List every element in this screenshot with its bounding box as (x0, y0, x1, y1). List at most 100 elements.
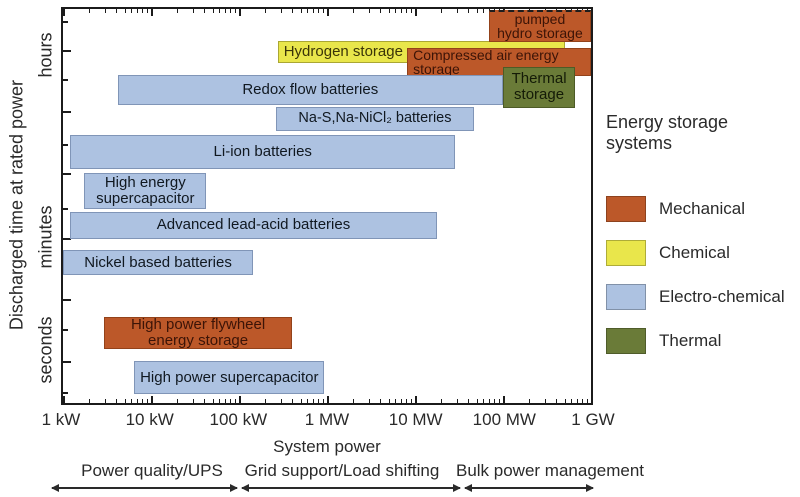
hp-supercap-label: High power supercapacitor (140, 368, 319, 386)
nickel-label: Nickel based batteries (84, 253, 232, 271)
top-axis-minor-tick (234, 9, 236, 13)
bottom-axis-minor-tick (483, 399, 485, 403)
bottom-axis-major-tick (503, 396, 505, 403)
lead-acid-box: Advanced lead-acid batteries (70, 211, 437, 239)
bottom-axis-minor-tick (441, 399, 443, 403)
top-axis-minor-tick (212, 9, 214, 13)
legend-item-electro-chemical: Electro-chemical (606, 284, 798, 310)
bottom-axis-minor-tick (544, 399, 546, 403)
application-range-label-grid-support-load-shifting: Grid support/Load shifting (244, 461, 440, 480)
legend-swatch-electro-chemical (606, 284, 646, 310)
y-axis-title: Discharged time at rated power (6, 79, 27, 331)
legend-label-mechanical: Mechanical (659, 199, 745, 218)
top-axis-minor-tick (483, 9, 485, 13)
top-axis-major-tick (239, 9, 241, 16)
bottom-axis-minor-tick (212, 399, 214, 403)
pumped-hydro-box: pumped hydro storage (488, 10, 591, 42)
top-axis-minor-tick (456, 9, 458, 13)
y-category-label-seconds: seconds (35, 316, 56, 384)
compressed-air-label: Compressed air energy storage (413, 48, 559, 77)
bottom-axis-minor-tick (410, 399, 412, 403)
lead-acid-label: Advanced lead-acid batteries (156, 216, 351, 234)
li-ion-label: Li-ion batteries (213, 142, 312, 160)
bottom-axis-minor-tick (401, 399, 403, 403)
y-axis-major-tick (63, 237, 71, 240)
na-s-box: Na-S,Na-NiCl₂ batteries (275, 107, 474, 131)
application-range-arrow-bulk-power-management (464, 484, 594, 492)
top-axis-minor-tick (203, 9, 205, 13)
bottom-axis-minor-tick (529, 399, 531, 403)
bottom-axis-minor-tick (313, 399, 315, 403)
top-axis-minor-tick (379, 9, 381, 13)
y-axis-major-tick (63, 49, 71, 52)
bottom-axis-minor-tick (564, 399, 566, 403)
legend: Energy storage systems Mechanical Chemica… (606, 112, 798, 372)
y-axis-major-tick (63, 298, 71, 301)
y-category-label-minutes: minutes (35, 205, 56, 269)
top-axis-minor-tick (318, 9, 320, 13)
hydrogen-label: Hydrogen storage (283, 43, 403, 61)
y-axis-minor-tick (63, 328, 68, 331)
y-axis-minor-tick (63, 207, 68, 210)
he-supercap-label: High energy supercapacitor (96, 174, 195, 207)
he-supercap-box: High energy supercapacitor (84, 172, 207, 210)
bottom-axis-major-tick (415, 396, 417, 403)
x-tick-label-1-kw: 1 kW (41, 410, 81, 429)
x-tick-label-1-gw: 1 GW (571, 410, 615, 429)
bottom-axis-minor-tick (265, 399, 267, 403)
top-axis-minor-tick (142, 9, 144, 13)
legend-label-thermal: Thermal (659, 331, 722, 350)
x-tick-label-100-mw: 100 MW (472, 410, 536, 429)
bottom-axis-minor-tick (467, 399, 469, 403)
top-axis-minor-tick (192, 9, 194, 13)
top-axis-minor-tick (104, 9, 106, 13)
bottom-axis-minor-tick (406, 399, 408, 403)
top-axis-minor-tick (406, 9, 408, 13)
li-ion-box: Li-ion batteries (70, 134, 456, 169)
thermal-storage-label: Thermal storage (511, 70, 567, 104)
top-axis-minor-tick (401, 9, 403, 13)
top-axis-minor-tick (265, 9, 267, 13)
flywheel-label: High power flywheel energy storage (130, 316, 266, 349)
top-axis-minor-tick (388, 9, 390, 13)
application-range-label-bulk-power-management: Bulk power management (455, 461, 645, 480)
top-axis-major-tick (63, 9, 65, 16)
top-axis-minor-tick (124, 9, 126, 13)
legend-item-mechanical: Mechanical (606, 196, 798, 222)
bottom-axis-minor-tick (571, 399, 573, 403)
bottom-axis-minor-tick (192, 399, 194, 403)
legend-item-chemical: Chemical (606, 240, 798, 266)
top-axis-major-tick (151, 9, 153, 16)
application-range-arrow-grid-support-load-shifting (241, 484, 461, 492)
top-axis-major-tick (415, 9, 417, 16)
top-axis-minor-tick (146, 9, 148, 13)
redox-flow-box: Redox flow batteries (117, 75, 503, 106)
top-axis-minor-tick (177, 9, 179, 13)
top-axis-minor-tick (280, 9, 282, 13)
top-axis-minor-tick (322, 9, 324, 13)
bottom-axis-minor-tick (322, 399, 324, 403)
top-axis-major-tick (591, 9, 593, 16)
bottom-axis-major-tick (327, 396, 329, 403)
nickel-box: Nickel based batteries (63, 249, 254, 276)
bottom-axis-minor-tick (307, 399, 309, 403)
bottom-axis-minor-tick (142, 399, 144, 403)
y-axis-category-labels: hours minutes seconds (34, 7, 58, 405)
bottom-axis-minor-tick (300, 399, 302, 403)
top-axis-minor-tick (131, 9, 133, 13)
pumped-hydro-label: pumped hydro storage (497, 11, 583, 42)
bottom-axis-minor-tick (388, 399, 390, 403)
y-axis-minor-tick (63, 143, 68, 146)
bottom-axis-minor-tick (146, 399, 148, 403)
bottom-axis-minor-tick (280, 399, 282, 403)
top-axis-minor-tick (395, 9, 397, 13)
y-axis-major-tick (63, 111, 71, 114)
top-axis-minor-tick (219, 9, 221, 13)
top-axis-major-tick (327, 9, 329, 16)
bottom-axis-minor-tick (131, 399, 133, 403)
top-axis-minor-tick (137, 9, 139, 13)
y-category-label-hours: hours (35, 32, 56, 78)
top-axis-minor-tick (313, 9, 315, 13)
bottom-axis-minor-tick (582, 399, 584, 403)
top-axis-minor-tick (368, 9, 370, 13)
